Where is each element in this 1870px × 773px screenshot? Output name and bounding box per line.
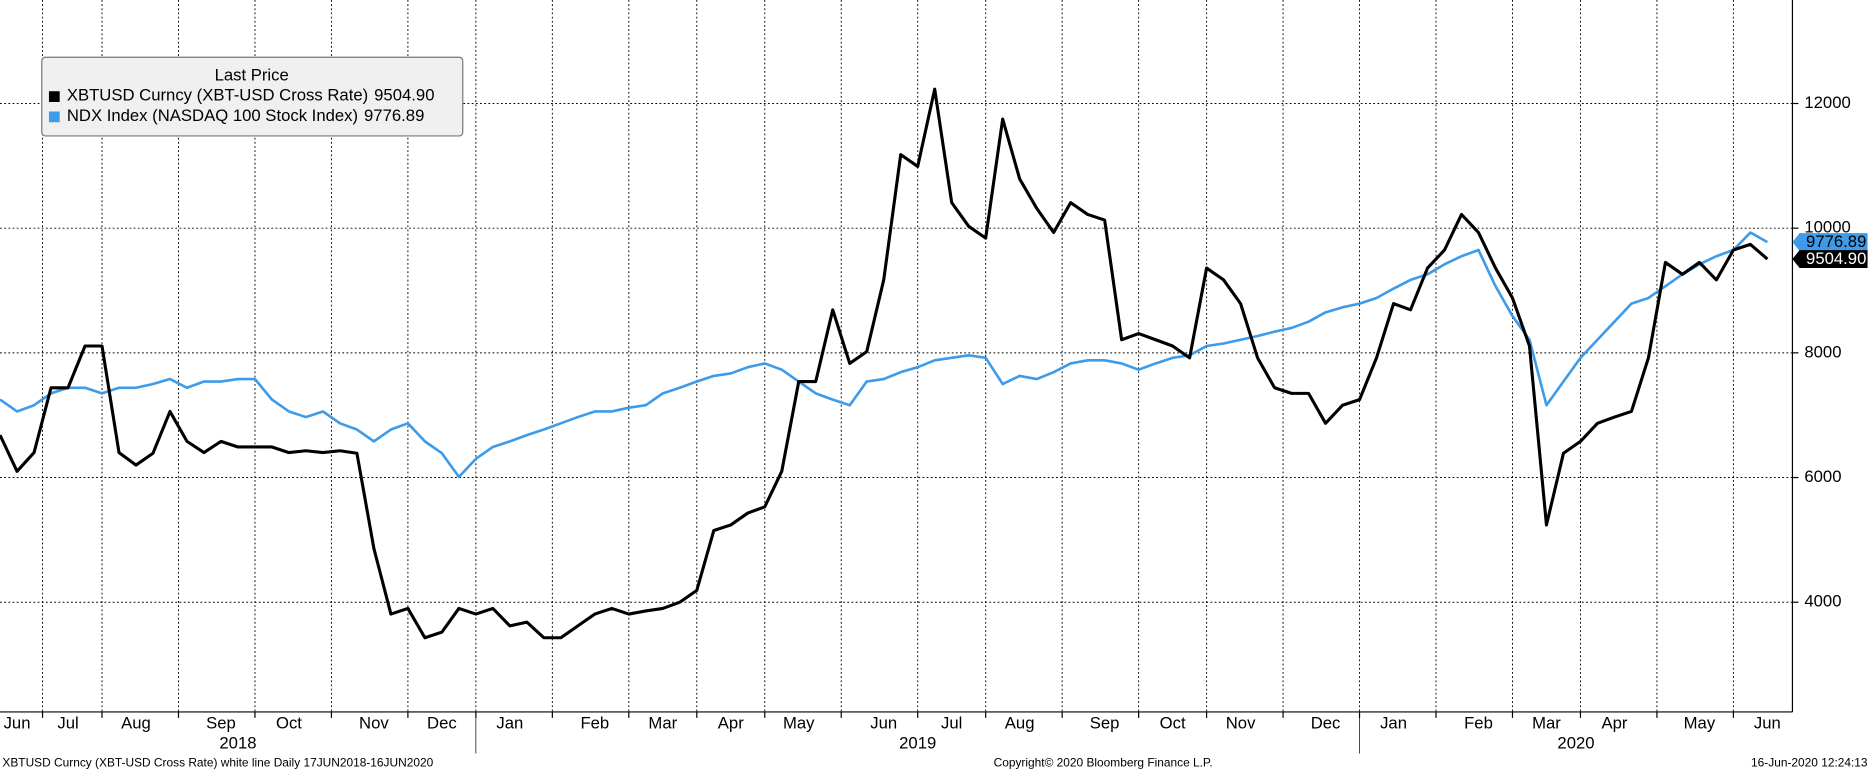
x-tick-label: Oct xyxy=(1160,713,1186,732)
series-line xyxy=(0,231,1769,479)
x-tick-label: Feb xyxy=(1464,713,1493,732)
x-tick-label: May xyxy=(783,713,815,732)
footer-center: Copyright© 2020 Bloomberg Finance L.P. xyxy=(994,755,1213,769)
series-line xyxy=(0,87,1769,640)
x-tick-label: Jul xyxy=(941,713,962,732)
x-tick-label: Mar xyxy=(648,713,677,732)
legend-entry: XBTUSD Curncy (XBT-USD Cross Rate) 9504.9… xyxy=(67,86,435,105)
x-tick-label: Oct xyxy=(276,713,302,732)
y-tick-label: 6000 xyxy=(1804,467,1841,486)
x-tick-label: Aug xyxy=(1005,713,1035,732)
year-label: 2020 xyxy=(1557,734,1594,753)
y-tick-label: 4000 xyxy=(1804,592,1841,611)
footer-left: XBTUSD Curncy (XBT-USD Cross Rate) white… xyxy=(2,755,433,769)
year-label: 2019 xyxy=(899,734,936,753)
x-tick-label: Jan xyxy=(1380,713,1407,732)
footer-right: 16-Jun-2020 12:24:13 xyxy=(1751,755,1868,769)
x-tick-label: Apr xyxy=(1601,713,1627,732)
y-tick-label: 10000 xyxy=(1804,218,1850,237)
x-tick-label: Jul xyxy=(57,713,78,732)
x-tick-label: May xyxy=(1684,713,1716,732)
legend-swatch xyxy=(48,91,60,102)
x-tick-label: Mar xyxy=(1532,713,1561,732)
legend: Last Price XBTUSD Curncy (XBT-USD Cross … xyxy=(41,56,464,137)
legend-box xyxy=(41,56,464,137)
x-tick-label: Nov xyxy=(359,713,389,732)
lines xyxy=(0,87,1769,640)
year-label: 2018 xyxy=(219,734,256,753)
legend-name: XBTUSD Curncy (XBT-USD Cross Rate) xyxy=(67,86,368,105)
x-tick-label: Sep xyxy=(1090,713,1120,732)
x-tick-label: Feb xyxy=(580,713,609,732)
last-price-badge xyxy=(1792,233,1868,252)
legend-value: 9776.89 xyxy=(364,106,424,125)
y-tick-label: 8000 xyxy=(1804,342,1841,361)
x-tick-label: Sep xyxy=(206,713,236,732)
x-tick-label: Jun xyxy=(870,713,897,732)
legend-title: Last Price xyxy=(215,66,289,85)
last-price-label: 9776.89 xyxy=(1806,232,1866,251)
legend-value: 9504.90 xyxy=(374,86,434,105)
legend-entry: NDX Index (NASDAQ 100 Stock Index) 9776.8… xyxy=(67,106,425,125)
y-tick-label: 12000 xyxy=(1804,93,1850,112)
last-price-badge xyxy=(1792,250,1868,268)
x-tick-label: Dec xyxy=(427,713,457,732)
legend-name: NDX Index (NASDAQ 100 Stock Index) xyxy=(67,106,358,125)
x-tick-label: Dec xyxy=(1311,713,1341,732)
legend-swatch xyxy=(48,111,60,123)
x-tick-label: Aug xyxy=(121,713,151,732)
x-tick-label: Nov xyxy=(1226,713,1256,732)
x-tick-label: Apr xyxy=(718,713,744,732)
x-tick-label: Jun xyxy=(1754,713,1781,732)
x-tick-label: Jun xyxy=(4,713,31,732)
last-price-label: 9504.90 xyxy=(1806,249,1866,268)
x-tick-label: Jan xyxy=(496,713,523,732)
